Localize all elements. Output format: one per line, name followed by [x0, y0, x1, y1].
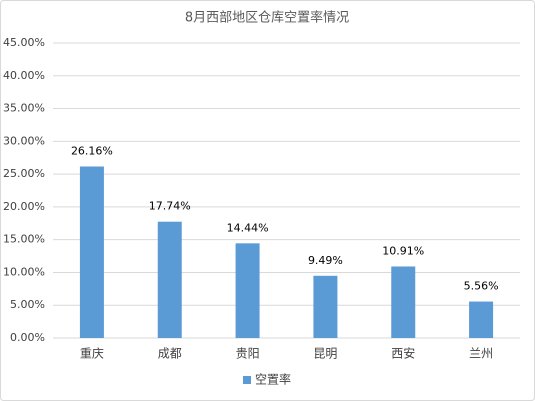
x-tick-label: 昆明 — [313, 347, 337, 361]
y-tick-label: 45.00% — [3, 36, 45, 49]
bar — [157, 221, 182, 338]
data-label: 17.74% — [149, 200, 191, 213]
data-label: 10.91% — [382, 244, 424, 257]
x-tick-label: 成都 — [158, 347, 182, 361]
x-tick-label: 西安 — [391, 346, 415, 361]
data-label: 26.16% — [71, 145, 113, 158]
data-label: 5.56% — [464, 280, 499, 293]
y-tick-label: 35.00% — [3, 102, 45, 115]
y-tick-label: 5.00% — [10, 298, 45, 311]
y-tick-label: 40.00% — [3, 69, 45, 82]
y-tick-label: 20.00% — [3, 200, 45, 213]
x-tick-label: 贵阳 — [236, 347, 260, 361]
y-tick-label: 25.00% — [3, 167, 45, 180]
x-tick-label: 兰州 — [469, 347, 493, 361]
legend-swatch — [243, 376, 251, 384]
legend-label: 空置率 — [255, 372, 291, 387]
bar — [79, 166, 104, 338]
y-tick-label: 30.00% — [3, 134, 45, 147]
bar — [235, 243, 260, 338]
data-label: 9.49% — [308, 254, 343, 267]
bar — [391, 266, 416, 338]
y-tick-label: 15.00% — [3, 233, 45, 246]
x-tick-label: 重庆 — [80, 347, 104, 361]
y-tick-label: 10.00% — [3, 265, 45, 278]
bar — [313, 275, 338, 338]
bar — [469, 301, 494, 338]
y-tick-label: 0.00% — [10, 331, 45, 344]
chart-title: 8月西部地区仓库空置率情况 — [185, 10, 349, 26]
data-label: 14.44% — [227, 221, 269, 234]
